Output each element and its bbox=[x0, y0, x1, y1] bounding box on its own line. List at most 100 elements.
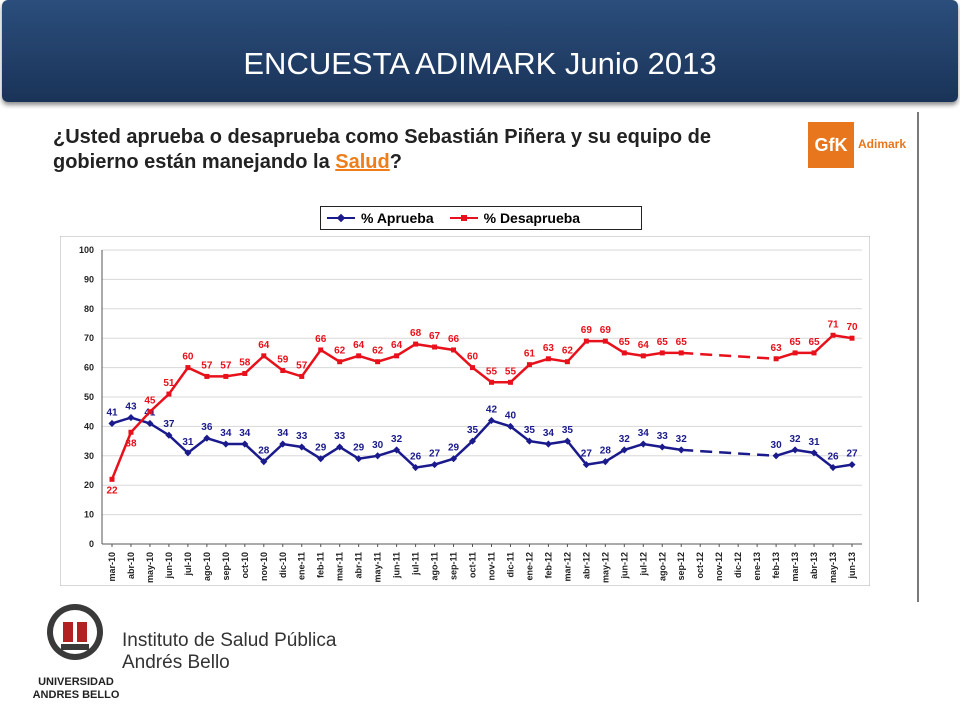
data-point bbox=[601, 458, 609, 466]
data-point bbox=[279, 440, 287, 448]
x-tick-label: may-10 bbox=[145, 552, 155, 583]
x-tick-label: oct-10 bbox=[240, 552, 250, 579]
data-point bbox=[146, 419, 154, 427]
x-tick-label: oct-12 bbox=[695, 552, 705, 579]
data-point bbox=[849, 335, 855, 341]
data-label: 59 bbox=[277, 355, 289, 366]
data-label: 30 bbox=[372, 440, 384, 451]
y-tick-label: 100 bbox=[79, 245, 94, 255]
data-label: 62 bbox=[562, 346, 574, 357]
data-point bbox=[337, 359, 343, 365]
data-label: 28 bbox=[258, 446, 270, 457]
data-point bbox=[468, 437, 477, 445]
data-point bbox=[185, 365, 191, 371]
data-label: 26 bbox=[410, 452, 422, 463]
data-label: 31 bbox=[182, 437, 194, 448]
data-point bbox=[298, 443, 306, 451]
data-label: 65 bbox=[808, 337, 820, 348]
data-point bbox=[583, 338, 589, 344]
data-point bbox=[506, 422, 514, 430]
data-label: 35 bbox=[467, 425, 479, 436]
data-label: 65 bbox=[619, 337, 631, 348]
data-label: 57 bbox=[296, 360, 308, 371]
data-point bbox=[204, 373, 210, 379]
x-tick-label: ene-11 bbox=[297, 552, 307, 580]
data-point bbox=[621, 350, 627, 356]
data-label: 71 bbox=[827, 319, 839, 330]
data-point bbox=[260, 458, 268, 466]
data-point bbox=[640, 353, 646, 359]
page-title: ENCUESTA ADIMARK Junio 2013 bbox=[243, 46, 717, 81]
x-tick-label: abr-11 bbox=[354, 552, 364, 579]
x-tick-label: dic-12 bbox=[733, 552, 743, 578]
x-tick-label: abr-12 bbox=[581, 552, 591, 579]
data-label: 42 bbox=[486, 405, 498, 416]
data-label: 41 bbox=[106, 407, 118, 418]
data-label: 65 bbox=[790, 337, 802, 348]
data-point bbox=[280, 368, 286, 374]
university-seal-icon bbox=[47, 604, 103, 660]
data-point bbox=[470, 365, 476, 371]
chart-legend: % Aprueba % Desaprueba bbox=[320, 206, 642, 230]
line-chart: 0 10 20 30 40 50 60 70 80 90 100 mar-10 abr-10 may-10… bbox=[60, 236, 870, 586]
data-point bbox=[413, 341, 419, 347]
data-label: 45 bbox=[144, 396, 156, 407]
y-tick-label: 20 bbox=[84, 480, 94, 490]
data-point bbox=[792, 350, 798, 356]
data-label: 32 bbox=[790, 434, 802, 445]
y-tick-label: 90 bbox=[84, 274, 94, 284]
data-point bbox=[318, 347, 324, 353]
data-point bbox=[564, 359, 570, 365]
data-point bbox=[639, 440, 647, 448]
data-point bbox=[147, 409, 153, 415]
data-point bbox=[241, 440, 249, 448]
data-label: 58 bbox=[239, 357, 251, 368]
data-point bbox=[848, 461, 856, 469]
question-text: ¿Usted aprueba o desaprueba como Sebasti… bbox=[53, 126, 711, 173]
data-label: 43 bbox=[125, 402, 137, 413]
data-point bbox=[431, 461, 439, 469]
data-point bbox=[128, 429, 134, 435]
x-tick-label: abr-13 bbox=[809, 552, 819, 579]
data-label: 32 bbox=[391, 434, 403, 445]
x-tick-label: sep-12 bbox=[676, 552, 686, 581]
data-point bbox=[791, 446, 799, 454]
data-point bbox=[488, 379, 494, 385]
legend-label-aprueba: % Aprueba bbox=[361, 210, 434, 226]
data-point bbox=[222, 440, 230, 448]
data-label: 29 bbox=[448, 443, 460, 454]
institute-name: Instituto de Salud Pública Andrés Bello bbox=[122, 630, 336, 674]
legend-swatch-desaprueba bbox=[449, 213, 478, 223]
data-label: 34 bbox=[277, 428, 289, 439]
y-tick-label: 10 bbox=[84, 510, 94, 520]
x-tick-label: mar-10 bbox=[107, 552, 117, 582]
x-tick-label: ene-13 bbox=[752, 552, 762, 581]
data-label: 36 bbox=[201, 422, 213, 433]
x-tick-label: jun-12 bbox=[619, 552, 629, 580]
data-point bbox=[394, 353, 400, 359]
x-tick-label: feb-12 bbox=[543, 552, 553, 579]
data-point bbox=[830, 332, 836, 338]
data-label: 34 bbox=[638, 428, 650, 439]
series-gap-dashed bbox=[681, 448, 777, 458]
x-tick-label: jul-12 bbox=[638, 552, 648, 577]
x-tick-label: nov-11 bbox=[486, 552, 496, 581]
y-tick-label: 60 bbox=[84, 363, 94, 373]
data-point bbox=[374, 452, 382, 460]
data-label: 33 bbox=[334, 431, 346, 442]
x-tick-label: ago-10 bbox=[202, 552, 212, 581]
x-tick-label: jul-10 bbox=[183, 552, 193, 577]
data-label: 26 bbox=[827, 452, 839, 463]
data-point bbox=[810, 449, 818, 457]
x-tick-label: mar-12 bbox=[562, 552, 572, 582]
data-point bbox=[450, 455, 458, 463]
x-tick-label: ago-12 bbox=[657, 552, 667, 581]
data-label: 64 bbox=[353, 340, 365, 351]
x-tick-label: nov-12 bbox=[714, 552, 724, 581]
data-label: 55 bbox=[486, 366, 498, 377]
data-label: 32 bbox=[676, 434, 688, 445]
data-label: 63 bbox=[543, 343, 555, 354]
chart-frame bbox=[60, 236, 870, 586]
data-label: 30 bbox=[771, 440, 783, 451]
gfk-adimark-logo: GfK Adimark bbox=[808, 122, 914, 168]
